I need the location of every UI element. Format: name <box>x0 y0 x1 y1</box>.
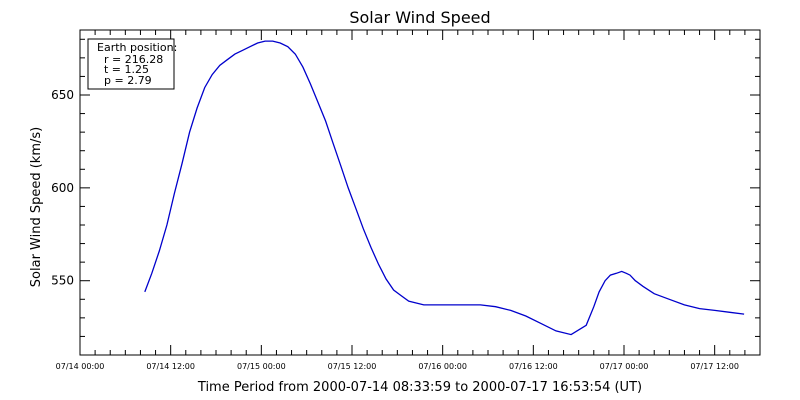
x-tick-label: 07/15 12:00 <box>328 362 377 371</box>
earth-position-legend: Earth position: r = 216.28 t = 1.25 p = … <box>87 38 177 90</box>
legend-t-value: t = 1.25 <box>104 63 149 76</box>
x-axis-ticks: 07/14 00:00 07/14 12:00 07/15 00:00 07/15 1… <box>56 30 739 371</box>
x-tick-label: 07/15 00:00 <box>237 362 286 371</box>
x-tick-label: 07/14 12:00 <box>146 362 195 371</box>
solar-wind-speed-line <box>144 40 745 336</box>
x-tick-label: 07/16 00:00 <box>418 362 467 371</box>
x-tick-label: 07/14 00:00 <box>56 362 105 371</box>
y-tick-label: 550 <box>51 274 74 288</box>
y-tick-label: 650 <box>51 88 74 102</box>
y-axis-ticks: 550 600 650 <box>51 88 760 288</box>
legend-r-value: r = 216.28 <box>104 53 163 66</box>
x-axis-label: Time Period from 2000-07-14 08:33:59 to … <box>197 380 642 395</box>
x-tick-label: 07/17 00:00 <box>600 362 649 371</box>
x-tick-label: 07/17 12:00 <box>690 362 739 371</box>
y-axis-label: Solar Wind Speed (km/s) <box>29 127 44 287</box>
plot-frame <box>79 29 761 356</box>
legend-p-value: p = 2.79 <box>104 74 152 87</box>
x-tick-label: 07/16 12:00 <box>509 362 558 371</box>
legend-box <box>87 38 175 90</box>
legend-title: Earth position: <box>97 41 177 54</box>
y-tick-label: 600 <box>51 181 74 195</box>
chart-title: Solar Wind Speed <box>349 8 490 27</box>
y-axis-minor-ticks <box>80 38 760 337</box>
x-axis-minor-ticks <box>94 30 746 355</box>
